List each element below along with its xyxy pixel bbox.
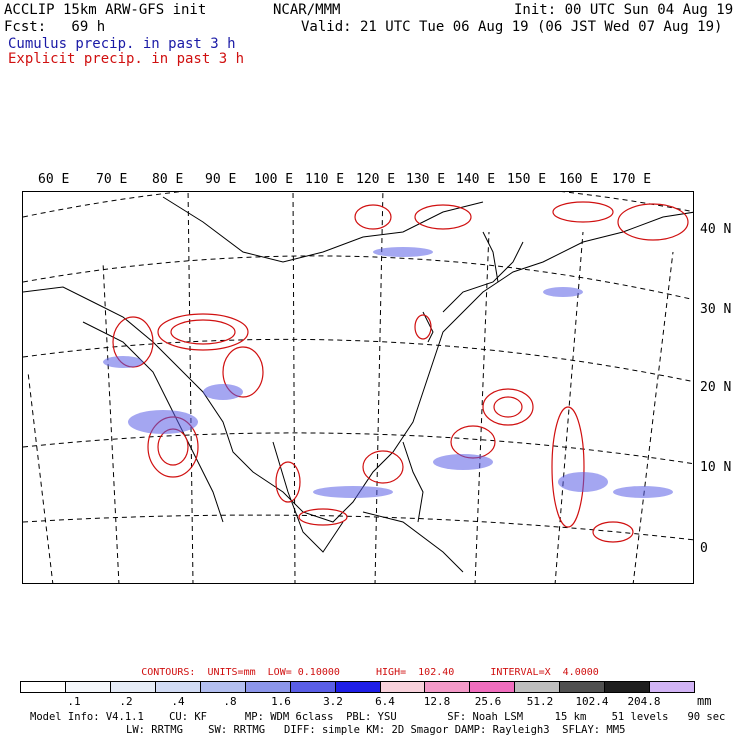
legend-explicit: Explicit precip. in past 3 h — [8, 51, 245, 67]
colorbar-tick: 3.2 — [323, 695, 343, 708]
colorbar-segment — [650, 682, 695, 692]
colorbar-segment — [380, 682, 426, 692]
colorbar-tick: .1 — [67, 695, 81, 708]
colorbar-segment — [425, 682, 471, 692]
colorbar-tick: 25.6 — [474, 695, 502, 708]
org-label: NCAR/MMM — [273, 2, 341, 18]
map-canvas — [23, 192, 693, 583]
contours-info: CONTOURS: UNITS=mm LOW= 0.10000 HIGH= 10… — [141, 667, 599, 678]
precip-map — [22, 191, 694, 584]
colorbar-tick: 12.8 — [423, 695, 451, 708]
legend-cumulus: Cumulus precip. in past 3 h — [8, 36, 236, 52]
lon-label: 90 E — [205, 172, 237, 187]
lon-label: 110 E — [305, 172, 345, 187]
lon-label: 150 E — [507, 172, 547, 187]
explicit-precip — [112, 201, 689, 543]
colorbar-segment — [65, 682, 111, 692]
lon-label: 130 E — [406, 172, 446, 187]
lon-label: 60 E — [38, 172, 70, 187]
lat-label: 10 N — [700, 460, 732, 475]
colorbar-tick: 6.4 — [375, 695, 395, 708]
colorbar-segment — [245, 682, 291, 692]
colorbar-segment — [560, 682, 606, 692]
colorbar-segment — [470, 682, 516, 692]
graticule — [23, 192, 693, 583]
colorbar-segment — [515, 682, 561, 692]
lat-label: 20 N — [700, 380, 732, 395]
colorbar-segment — [200, 682, 246, 692]
colorbar-segment — [290, 682, 336, 692]
colorbar-segment — [110, 682, 156, 692]
lon-label: 140 E — [456, 172, 496, 187]
lon-label: 160 E — [559, 172, 599, 187]
colorbar-tick: .8 — [223, 695, 237, 708]
cumulus-precip — [103, 247, 673, 498]
model-info-line2: LW: RRTMG SW: RRTMG DIFF: simple KM: 2D … — [126, 724, 626, 736]
colorbar-tick: 204.8 — [627, 695, 661, 708]
colorbar-units: mm — [697, 694, 712, 708]
colorbar-segment — [21, 682, 66, 692]
lat-label: 30 N — [700, 302, 732, 317]
colorbar-tick: .4 — [171, 695, 185, 708]
colorbar-segment — [605, 682, 651, 692]
colorbar-tick: .2 — [119, 695, 133, 708]
colorbar-tick: 102.4 — [575, 695, 609, 708]
lon-label: 170 E — [612, 172, 652, 187]
lat-label: 0 — [700, 541, 708, 556]
valid-time: Valid: 21 UTC Tue 06 Aug 19 (06 JST Wed … — [301, 19, 723, 35]
lon-label: 80 E — [152, 172, 184, 187]
model-info-line1: Model Info: V4.1.1 CU: KF MP: WDM 6class… — [30, 711, 726, 723]
colorbar — [20, 681, 695, 693]
model-title: ACCLIP 15km ARW-GFS init — [4, 2, 207, 18]
forecast-hour: Fcst: 69 h — [4, 19, 106, 35]
init-time: Init: 00 UTC Sun 04 Aug 19 — [514, 2, 734, 18]
colorbar-segment — [155, 682, 201, 692]
lon-label: 100 E — [254, 172, 294, 187]
colorbar-tick: 51.2 — [526, 695, 554, 708]
colorbar-tick: 1.6 — [271, 695, 291, 708]
lon-label: 70 E — [96, 172, 128, 187]
colorbar-segment — [335, 682, 381, 692]
lon-label: 120 E — [356, 172, 396, 187]
lat-label: 40 N — [700, 222, 732, 237]
